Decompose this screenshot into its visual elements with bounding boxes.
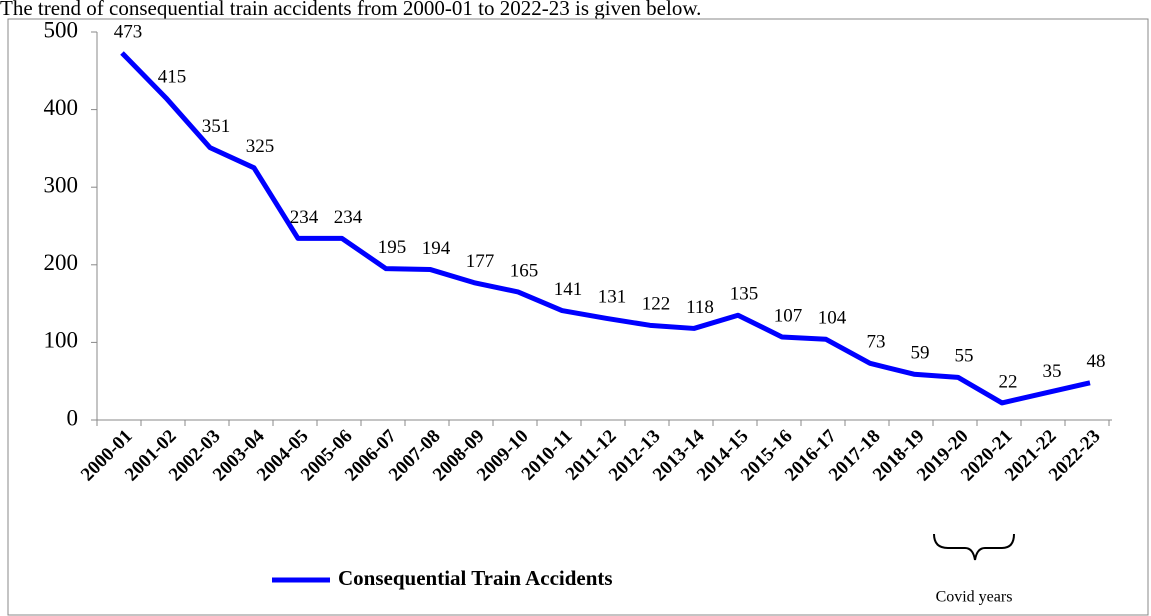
data-label: 194 xyxy=(422,238,451,259)
data-label: 73 xyxy=(867,332,886,353)
y-tick-label: 200 xyxy=(44,250,79,275)
chart-frame xyxy=(7,18,1149,616)
data-label: 135 xyxy=(730,284,759,305)
y-tick-label: 400 xyxy=(44,95,79,120)
data-label: 325 xyxy=(246,136,275,157)
data-label: 118 xyxy=(686,297,714,318)
intro-text: The trend of consequential train acciden… xyxy=(0,0,701,20)
y-tick-label: 500 xyxy=(44,17,79,42)
data-label: 55 xyxy=(955,346,974,367)
data-label: 131 xyxy=(598,287,627,308)
data-label: 415 xyxy=(158,66,187,87)
data-label: 351 xyxy=(202,116,231,137)
line-series xyxy=(120,51,1091,406)
data-label: 165 xyxy=(510,260,539,281)
data-label: 234 xyxy=(290,207,319,228)
data-label: 107 xyxy=(774,305,803,326)
data-label: 141 xyxy=(554,279,583,300)
annotation: Covid years xyxy=(936,589,1013,606)
data-label: 35 xyxy=(1043,361,1062,382)
data-label: 122 xyxy=(642,294,671,315)
y-tick-label: 100 xyxy=(44,328,79,353)
data-label: 104 xyxy=(818,308,847,329)
data-label: 195 xyxy=(378,237,407,258)
data-label: 234 xyxy=(334,207,363,228)
data-label: 59 xyxy=(911,343,930,364)
covid-brace xyxy=(933,533,1015,561)
y-tick-label: 300 xyxy=(44,172,79,197)
data-label: 177 xyxy=(466,251,495,272)
data-label: 473 xyxy=(114,21,143,42)
legend-label: Consequential Train Accidents xyxy=(338,566,613,590)
y-tick-label: 0 xyxy=(67,405,79,430)
data-label: 48 xyxy=(1087,351,1106,372)
data-label: 22 xyxy=(999,371,1018,392)
